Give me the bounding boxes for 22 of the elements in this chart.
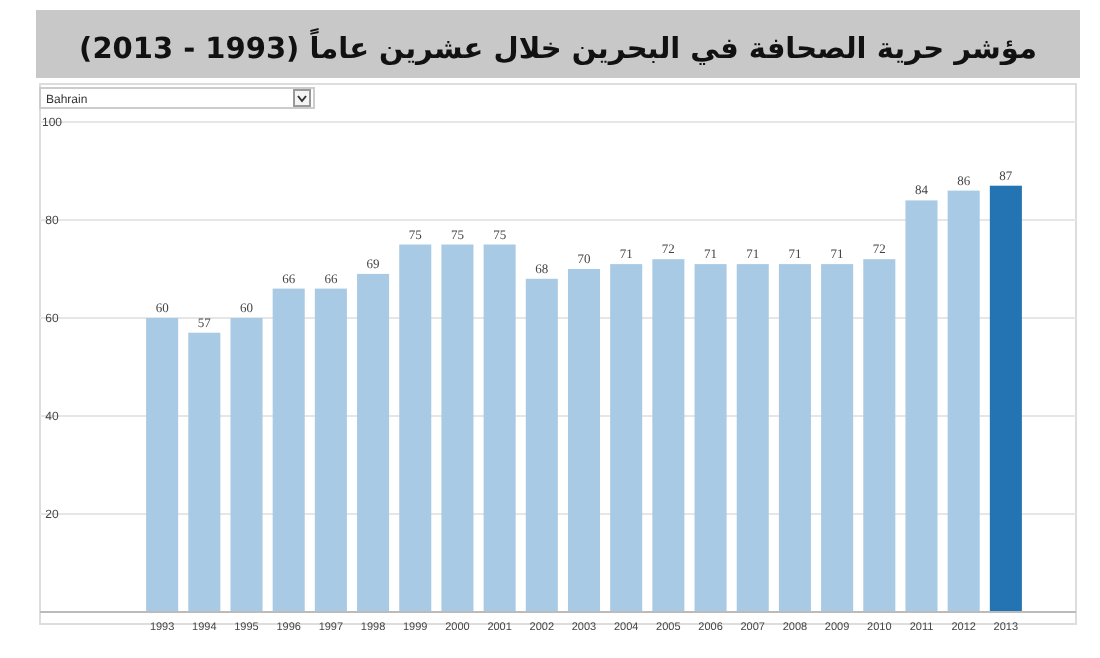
bar	[441, 244, 474, 612]
chart-title: مؤشر حرية الصحافة في البحرين خلال عشرين عاماً (1993 - 2013)	[79, 27, 1037, 66]
bar	[821, 264, 854, 612]
bar	[399, 244, 432, 612]
bar	[230, 318, 263, 612]
bar	[357, 273, 390, 612]
bar	[947, 190, 980, 612]
bar	[694, 264, 727, 612]
bar	[525, 278, 558, 612]
bar	[736, 264, 769, 612]
bar	[989, 185, 1022, 612]
bar	[272, 288, 305, 612]
bar	[652, 259, 685, 612]
bar	[863, 259, 896, 612]
bar	[188, 332, 221, 612]
bar	[905, 200, 938, 612]
bar	[146, 318, 179, 612]
bar	[778, 264, 811, 612]
bar	[314, 288, 347, 612]
bar	[567, 269, 601, 612]
bar	[483, 244, 516, 612]
bar	[610, 264, 643, 612]
